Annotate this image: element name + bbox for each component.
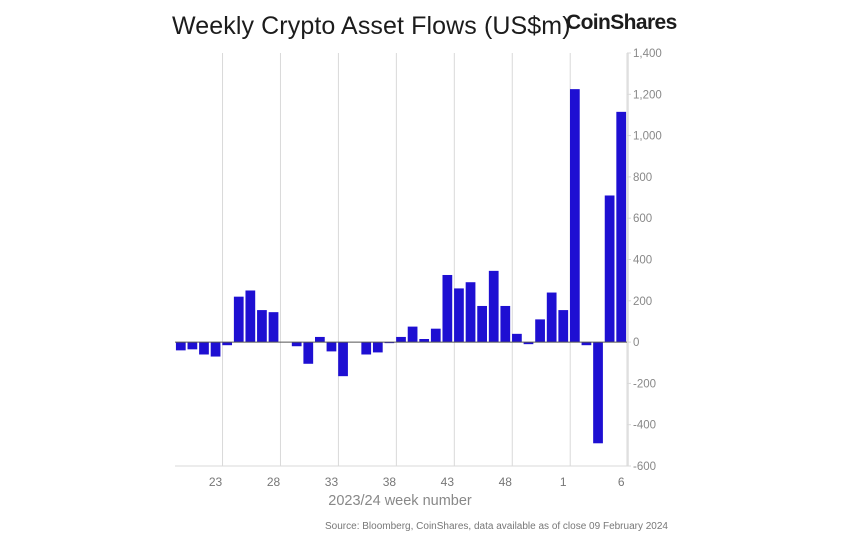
bar-week-44 (454, 288, 464, 343)
bar-week-20 (175, 342, 186, 351)
bar-week-30 (291, 342, 302, 347)
bar-week-24 (222, 342, 233, 346)
bar-week-45 (465, 282, 476, 343)
bar-week-31 (303, 342, 314, 364)
bar-week-39 (396, 336, 406, 343)
y-tick-label: 0 (633, 337, 639, 349)
y-tick-label: 1,400 (633, 48, 662, 60)
bar-week-52 (546, 292, 557, 343)
bar-series (175, 89, 627, 444)
bar-week-6 (616, 111, 627, 343)
y-tick-label: 1,000 (633, 131, 662, 143)
bar-week-38 (384, 342, 395, 344)
bar-week-41 (419, 339, 430, 343)
bar-week-33 (326, 342, 337, 352)
bar-week-36 (361, 342, 372, 355)
grid-lines (222, 53, 629, 466)
bar-week-49 (512, 333, 522, 343)
bar-week-5 (604, 195, 615, 343)
bar-week-50 (523, 342, 534, 345)
y-tick-label: -400 (633, 420, 656, 432)
x-tick-label: 33 (325, 475, 339, 489)
bar-week-3 (581, 342, 592, 346)
bar-week-48 (500, 305, 511, 343)
bar-week-21 (187, 342, 198, 350)
y-tick-label: -200 (633, 378, 656, 390)
x-tick-label: 1 (560, 475, 567, 489)
y-tick-label: 1,200 (633, 89, 662, 101)
bar-week-46 (477, 305, 487, 343)
y-tick-label: -600 (633, 461, 656, 473)
chart-title: Weekly Crypto Asset Flows (US$m) (172, 12, 571, 40)
x-tick-label: 6 (618, 475, 625, 489)
bar-week-47 (488, 270, 499, 343)
bar-week-42 (430, 328, 441, 343)
bar-week-23 (210, 342, 221, 357)
bar-week-26 (245, 290, 256, 343)
axes: -600 -400 -200 0 200 400 600 800 1,000 1,200 1,400… (175, 48, 662, 489)
bar-week-4 (593, 342, 603, 444)
y-tick-label: 200 (633, 296, 652, 308)
bar-week-2 (569, 89, 580, 343)
bar-week-37 (372, 342, 383, 353)
bar-week-22 (199, 342, 209, 355)
bar-week-28 (268, 312, 279, 343)
x-tick-label: 48 (499, 475, 513, 489)
coinshares-logo: CoinShares (566, 11, 677, 34)
bar-week-27 (257, 310, 267, 343)
x-axis-label: 2023/24 week number (328, 493, 472, 509)
bar-week-32 (315, 336, 325, 343)
y-tick-label: 400 (633, 255, 652, 267)
bar-week-40 (407, 326, 418, 343)
bar-week-34 (338, 342, 348, 377)
source-note: Source: Bloomberg, CoinShares, data avai… (325, 521, 668, 532)
y-tick-label: 800 (633, 172, 652, 184)
x-tick-label: 28 (267, 475, 281, 489)
bar-week-1 (558, 310, 569, 343)
x-tick-label: 23 (209, 475, 223, 489)
y-tick-label: 600 (633, 213, 652, 225)
bar-week-25 (233, 296, 244, 343)
bar-week-51 (535, 319, 545, 343)
x-tick-label: 43 (441, 475, 455, 489)
x-tick-label: 38 (383, 475, 397, 489)
bar-week-43 (442, 274, 453, 343)
